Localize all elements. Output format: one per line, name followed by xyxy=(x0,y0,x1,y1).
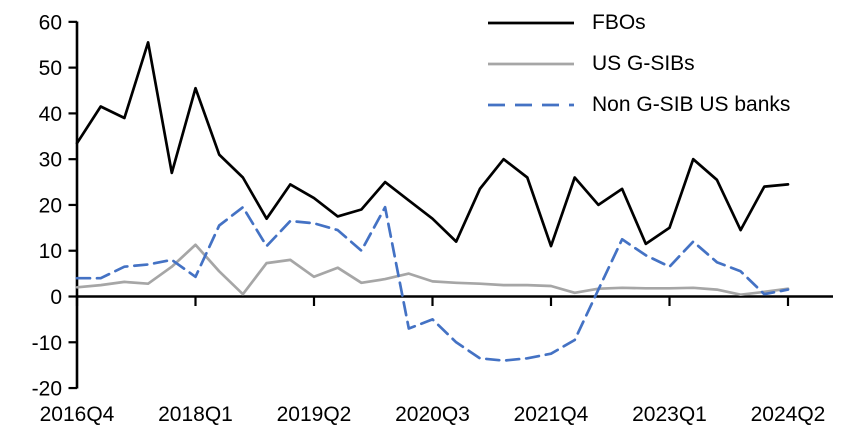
legend-label-us-gsibs: US G-SIBs xyxy=(592,51,695,75)
y-tick-label: 0 xyxy=(50,286,62,309)
x-tick-label: 2019Q2 xyxy=(277,403,352,426)
y-tick-label: 60 xyxy=(39,11,62,34)
y-tick-label: 20 xyxy=(39,194,62,217)
series-line-fbos xyxy=(75,41,790,248)
y-tick-label: 50 xyxy=(39,57,62,80)
x-tick-label: 2016Q4 xyxy=(40,403,115,426)
legend-item-us-gsibs: US G-SIBs xyxy=(487,43,790,84)
y-tick-label: -10 xyxy=(32,332,62,355)
series-line-non-g-sib-us-banks xyxy=(75,205,790,362)
series-line-us-g-sibs xyxy=(75,243,790,297)
x-tick-label: 2024Q2 xyxy=(751,403,826,426)
legend-line-sample-non-gsib-us-banks xyxy=(488,103,574,106)
y-tick-label: 30 xyxy=(39,149,62,172)
y-tick-label: 40 xyxy=(39,103,62,126)
legend-line-sample-fbos xyxy=(488,21,574,24)
y-tick-label: -20 xyxy=(32,378,62,401)
x-tick-label: 2023Q1 xyxy=(632,403,707,426)
x-tick-label: 2020Q3 xyxy=(395,403,470,426)
legend-label-fbos: FBOs xyxy=(592,10,646,34)
legend-item-non-gsib-us-banks: Non G-SIB US banks xyxy=(487,84,790,125)
legend-line-sample-us-gsibs xyxy=(488,62,574,65)
legend-label-non-gsib-us-banks: Non G-SIB US banks xyxy=(592,92,791,116)
legend-item-fbos: FBOs xyxy=(487,2,790,43)
x-tick-label: 2018Q1 xyxy=(158,403,233,426)
x-tick-label: 2021Q4 xyxy=(514,403,589,426)
legend: FBOs US G-SIBs Non G-SIB US banks xyxy=(487,2,790,125)
y-tick-label: 10 xyxy=(39,240,62,263)
